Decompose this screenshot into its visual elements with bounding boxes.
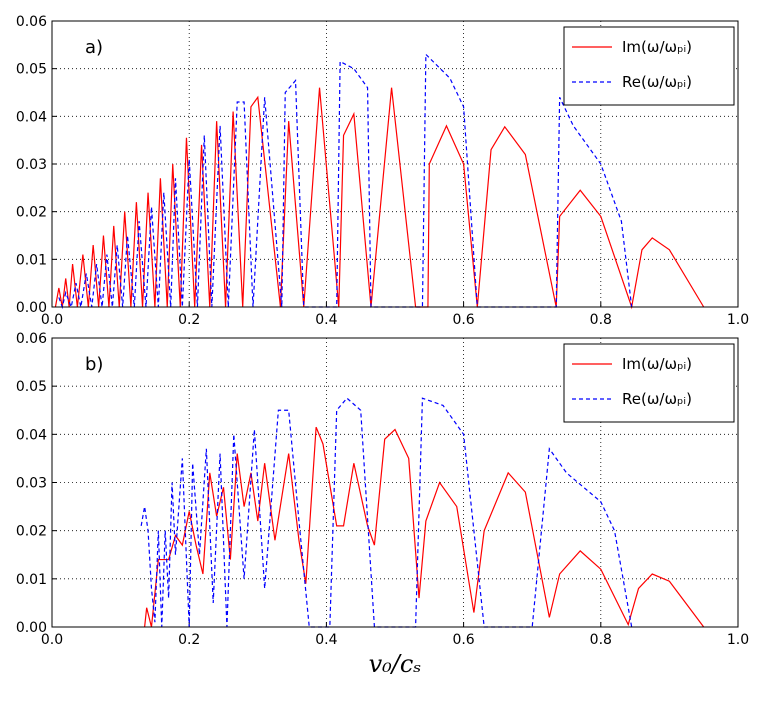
legend-label: Re(ω/ωₚᵢ)	[622, 390, 692, 408]
y-tick-label: 0.03	[16, 476, 47, 492]
y-tick-label: 0.03	[16, 157, 47, 173]
x-tick-label: 0.8	[590, 312, 612, 328]
y-tick-label: 0.05	[16, 379, 47, 395]
y-tick-label: 0.05	[16, 62, 47, 78]
panel-label: b)	[85, 354, 103, 375]
y-tick-label: 0.02	[16, 205, 47, 221]
x-tick-label: 0.0	[41, 312, 63, 328]
panel-label: a)	[85, 37, 103, 58]
plot-clip-group	[140, 397, 705, 628]
y-tick-label: 0.06	[16, 331, 47, 347]
x-tick-label: 0.4	[315, 312, 337, 328]
axes-frame	[51, 337, 739, 628]
x-tick-label: 0.0	[41, 632, 63, 648]
y-tick-label: 0.01	[16, 252, 47, 268]
legend-box	[563, 343, 735, 423]
x-tick-label: 0.8	[590, 632, 612, 648]
y-tick-label: 0.00	[16, 300, 47, 316]
y-tick-label: 0.00	[16, 620, 47, 636]
axes-frame	[51, 20, 739, 308]
x-tick-label: 0.6	[452, 312, 474, 328]
x-tick-label: 0.4	[315, 632, 337, 648]
x-tick-label: 0.6	[452, 632, 474, 648]
x-tick-label: 1.0	[727, 632, 749, 648]
x-axis-label: v₀/cₛ	[369, 650, 422, 678]
data-line	[144, 426, 705, 628]
y-tick-label: 0.04	[16, 109, 47, 125]
legend-label: Im(ω/ωₚᵢ)	[622, 355, 692, 373]
plot-clip-group	[54, 52, 705, 310]
y-tick-label: 0.02	[16, 524, 47, 540]
legend-box	[563, 26, 735, 106]
y-tick-label: 0.06	[16, 14, 47, 30]
x-tick-label: 1.0	[727, 312, 749, 328]
legend-label: Im(ω/ωₚᵢ)	[622, 38, 692, 56]
x-tick-label: 0.2	[178, 632, 200, 648]
data-line	[54, 87, 705, 310]
y-tick-label: 0.04	[16, 427, 47, 443]
x-tick-label: 0.2	[178, 312, 200, 328]
legend-label: Re(ω/ωₚᵢ)	[622, 73, 692, 91]
y-tick-label: 0.01	[16, 572, 47, 588]
data-line	[140, 397, 633, 628]
